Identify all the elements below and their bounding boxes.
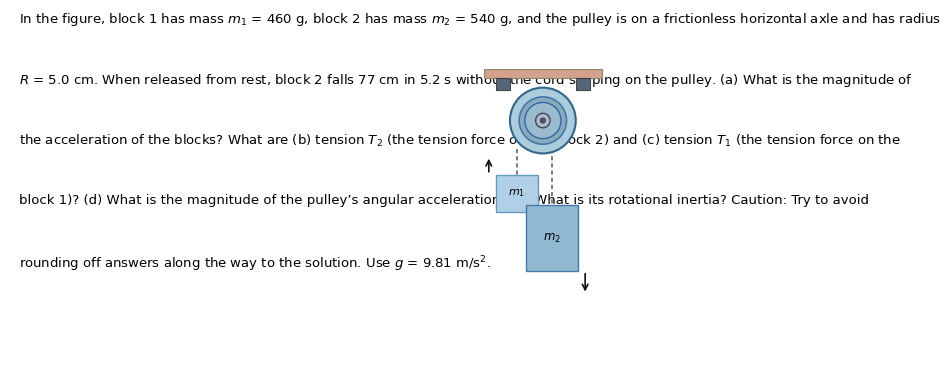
- Circle shape: [509, 88, 575, 154]
- Circle shape: [536, 113, 550, 128]
- Bar: [496, 175, 538, 212]
- Text: block 1)? (d) What is the magnitude of the pulley’s angular acceleration? (e) Wh: block 1)? (d) What is the magnitude of t…: [19, 194, 869, 207]
- Bar: [575, 78, 590, 90]
- Circle shape: [540, 118, 545, 123]
- Circle shape: [519, 97, 567, 144]
- Text: In the figure, block 1 has mass $m_1$ = 460 g, block 2 has mass $m_2$ = 540 g, a: In the figure, block 1 has mass $m_1$ = …: [19, 11, 940, 28]
- Text: $R$ = 5.0 cm. When released from rest, block 2 falls 77 cm in 5.2 s without the : $R$ = 5.0 cm. When released from rest, b…: [19, 72, 913, 89]
- Bar: [484, 69, 602, 78]
- Text: $m_1$: $m_1$: [509, 187, 525, 199]
- Text: $m_2$: $m_2$: [543, 231, 561, 245]
- Circle shape: [525, 103, 561, 139]
- Text: the acceleration of the blocks? What are (b) tension $T_2$ (the tension force on: the acceleration of the blocks? What are…: [19, 133, 901, 149]
- Bar: [526, 205, 578, 271]
- Bar: [496, 78, 509, 90]
- Text: rounding off answers along the way to the solution. Use $g$ = 9.81 m/s$^2$.: rounding off answers along the way to th…: [19, 255, 491, 274]
- Bar: [540, 90, 546, 92]
